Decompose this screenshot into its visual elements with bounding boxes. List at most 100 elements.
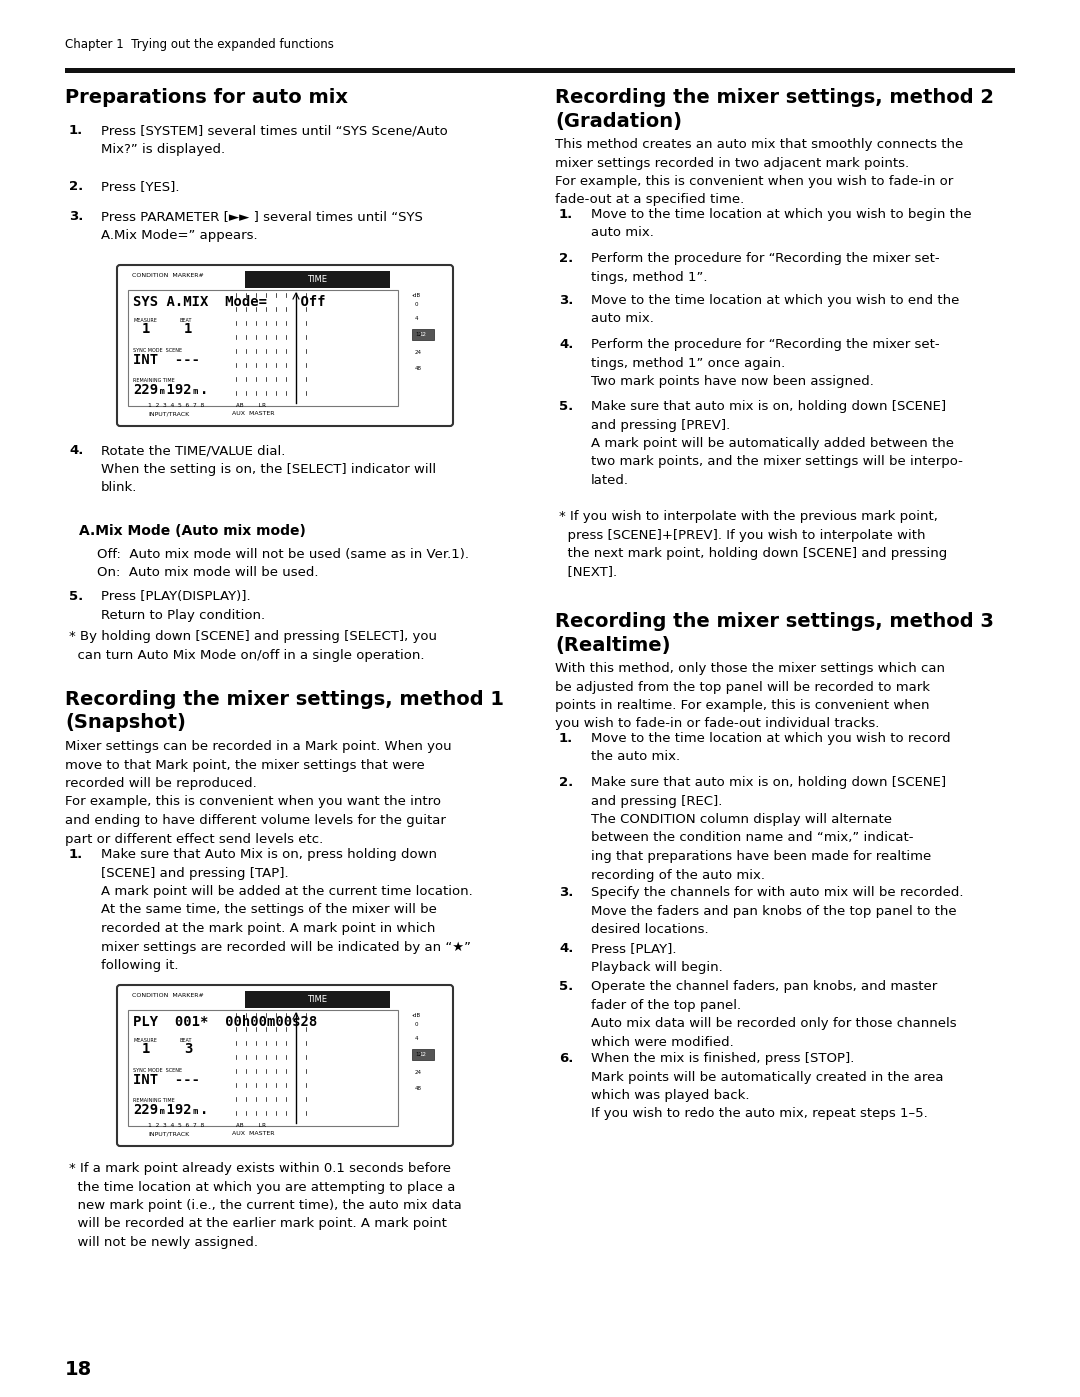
Text: Recording the mixer settings, method 1
(Snapshot): Recording the mixer settings, method 1 (…	[65, 690, 504, 732]
Text: Move to the time location at which you wish to record
the auto mix.: Move to the time location at which you w…	[591, 732, 950, 764]
Text: 1: 1	[141, 1042, 150, 1056]
Text: Rotate the TIME/VALUE dial.
When the setting is on, the [SELECT] indicator will
: Rotate the TIME/VALUE dial. When the set…	[102, 444, 436, 495]
Text: Press [PLAY(DISPLAY)].
Return to Play condition.: Press [PLAY(DISPLAY)]. Return to Play co…	[102, 590, 265, 622]
Text: INPUT/TRACK: INPUT/TRACK	[148, 411, 189, 416]
Text: * If a mark point already exists within 0.1 seconds before
  the time location a: * If a mark point already exists within …	[69, 1162, 462, 1249]
Text: 1.: 1.	[559, 208, 573, 221]
Text: 5.: 5.	[559, 400, 573, 414]
Text: A.Mix Mode (Auto mix mode): A.Mix Mode (Auto mix mode)	[79, 524, 306, 538]
Text: BEAT: BEAT	[180, 1038, 192, 1044]
Text: 24: 24	[415, 1070, 422, 1074]
Text: 48: 48	[415, 366, 422, 372]
Text: MEASURE: MEASURE	[133, 1038, 157, 1044]
Text: 4: 4	[415, 1035, 419, 1041]
Text: REMAINING TIME: REMAINING TIME	[133, 379, 175, 383]
Text: AB    LR: AB LR	[237, 402, 266, 408]
Text: Specify the channels for with auto mix will be recorded.
Move the faders and pan: Specify the channels for with auto mix w…	[591, 886, 963, 936]
Text: Move to the time location at which you wish to end the
auto mix.: Move to the time location at which you w…	[591, 293, 959, 326]
Text: 5.: 5.	[559, 981, 573, 993]
Text: On:  Auto mix mode will be used.: On: Auto mix mode will be used.	[97, 566, 319, 578]
Text: 12: 12	[415, 1052, 422, 1058]
Bar	[129, 1010, 399, 1126]
Text: Make sure that Auto Mix is on, press holding down
[SCENE] and pressing [TAP].
A : Make sure that Auto Mix is on, press hol…	[102, 848, 473, 972]
Text: 2.: 2.	[559, 775, 573, 789]
Text: Operate the channel faders, pan knobs, and master
fader of the top panel.
Auto m: Operate the channel faders, pan knobs, a…	[591, 981, 957, 1049]
Text: INT  ---: INT ---	[133, 353, 200, 367]
Text: 2.: 2.	[69, 180, 83, 193]
Text: 0: 0	[415, 303, 419, 307]
Text: 1.: 1.	[69, 124, 83, 137]
Text: 229ₘ192ₘ.: 229ₘ192ₘ.	[133, 1104, 208, 1118]
Text: AUX  MASTER: AUX MASTER	[232, 1132, 274, 1136]
FancyBboxPatch shape	[117, 265, 453, 426]
Text: 6.: 6.	[559, 1052, 573, 1065]
Text: Recording the mixer settings, method 2
(Gradation): Recording the mixer settings, method 2 (…	[555, 88, 994, 130]
Text: 12: 12	[419, 332, 427, 337]
Bar	[411, 1049, 434, 1060]
Text: Move to the time location at which you wish to begin the
auto mix.: Move to the time location at which you w…	[591, 208, 972, 239]
Text: TIME: TIME	[308, 995, 327, 1004]
Text: SYS A.MIX  Mode=    Off: SYS A.MIX Mode= Off	[133, 295, 326, 309]
Text: REMAINING TIME: REMAINING TIME	[133, 1098, 175, 1104]
Text: SYNC MODE  SCENE: SYNC MODE SCENE	[133, 1067, 183, 1073]
Text: This method creates an auto mix that smoothly connects the
mixer settings record: This method creates an auto mix that smo…	[555, 138, 963, 207]
Text: Press PARAMETER [►► ] several times until “SYS
A.Mix Mode=” appears.: Press PARAMETER [►► ] several times unti…	[102, 210, 423, 242]
Text: 2.: 2.	[559, 251, 573, 265]
Text: -dB: -dB	[411, 293, 421, 298]
Text: 4.: 4.	[559, 338, 573, 351]
Text: 4.: 4.	[69, 444, 83, 457]
Text: Perform the procedure for “Recording the mixer set-
tings, method 1”.: Perform the procedure for “Recording the…	[591, 251, 940, 284]
Text: -dB: -dB	[411, 1013, 421, 1018]
Bar	[411, 330, 434, 339]
Text: 24: 24	[415, 349, 422, 355]
Bar	[65, 68, 1015, 73]
Text: SYNC MODE  SCENE: SYNC MODE SCENE	[133, 348, 183, 353]
Bar	[129, 291, 399, 407]
Text: 3.: 3.	[559, 886, 573, 900]
Text: TIME: TIME	[308, 275, 327, 284]
Text: 3.: 3.	[69, 210, 83, 224]
Text: Recording the mixer settings, method 3
(Realtime): Recording the mixer settings, method 3 (…	[555, 612, 994, 655]
Text: 18: 18	[65, 1361, 92, 1379]
Text: Press [YES].: Press [YES].	[102, 180, 179, 193]
Text: INT  ---: INT ---	[133, 1073, 200, 1087]
Text: 1: 1	[141, 321, 150, 337]
Text: 4: 4	[415, 316, 419, 320]
Text: 12: 12	[415, 332, 422, 338]
Text: With this method, only those the mixer settings which can
be adjusted from the t: With this method, only those the mixer s…	[555, 662, 945, 731]
Text: Make sure that auto mix is on, holding down [SCENE]
and pressing [REC].
The COND: Make sure that auto mix is on, holding d…	[591, 775, 946, 882]
Text: Off:  Auto mix mode will not be used (same as in Ver.1).: Off: Auto mix mode will not be used (sam…	[97, 548, 469, 562]
Text: CONDITION  MARKER#: CONDITION MARKER#	[132, 272, 204, 278]
Text: * By holding down [SCENE] and pressing [SELECT], you
  can turn Auto Mix Mode on: * By holding down [SCENE] and pressing […	[69, 630, 437, 662]
Text: 12: 12	[419, 1052, 427, 1058]
Text: 0: 0	[415, 1023, 419, 1028]
Text: 3: 3	[184, 1042, 192, 1056]
Bar	[245, 271, 390, 288]
Text: Perform the procedure for “Recording the mixer set-
tings, method 1” once again.: Perform the procedure for “Recording the…	[591, 338, 940, 388]
Bar	[245, 990, 390, 1009]
Text: 1: 1	[184, 321, 192, 337]
Text: 48: 48	[415, 1087, 422, 1091]
Text: Chapter 1  Trying out the expanded functions: Chapter 1 Trying out the expanded functi…	[65, 38, 334, 52]
Text: AUX  MASTER: AUX MASTER	[232, 411, 274, 416]
FancyBboxPatch shape	[117, 985, 453, 1146]
Text: 3.: 3.	[559, 293, 573, 307]
Text: CONDITION  MARKER#: CONDITION MARKER#	[132, 993, 204, 997]
Text: 1.: 1.	[559, 732, 573, 745]
Text: Press [SYSTEM] several times until “SYS Scene/Auto
Mix?” is displayed.: Press [SYSTEM] several times until “SYS …	[102, 124, 448, 155]
Text: Press [PLAY].
Playback will begin.: Press [PLAY]. Playback will begin.	[591, 942, 723, 974]
Text: Make sure that auto mix is on, holding down [SCENE]
and pressing [PREV].
A mark : Make sure that auto mix is on, holding d…	[591, 400, 963, 488]
Text: When the mix is finished, press [STOP].
Mark points will be automatically create: When the mix is finished, press [STOP]. …	[591, 1052, 944, 1120]
Text: 1 2 3 4 5 6 7 8: 1 2 3 4 5 6 7 8	[148, 402, 204, 408]
Text: 1 2 3 4 5 6 7 8: 1 2 3 4 5 6 7 8	[148, 1123, 204, 1127]
Text: INPUT/TRACK: INPUT/TRACK	[148, 1132, 189, 1136]
Text: 229ₘ192ₘ.: 229ₘ192ₘ.	[133, 383, 208, 397]
Text: Preparations for auto mix: Preparations for auto mix	[65, 88, 348, 108]
Text: MEASURE: MEASURE	[133, 319, 157, 323]
Text: Mixer settings can be recorded in a Mark point. When you
move to that Mark point: Mixer settings can be recorded in a Mark…	[65, 740, 451, 845]
Text: 1.: 1.	[69, 848, 83, 861]
Text: BEAT: BEAT	[180, 319, 192, 323]
Text: PLY  001*  00h00m00s28: PLY 001* 00h00m00s28	[133, 1016, 318, 1030]
Text: * If you wish to interpolate with the previous mark point,
  press [SCENE]+[PREV: * If you wish to interpolate with the pr…	[559, 510, 947, 578]
Text: 4.: 4.	[559, 942, 573, 956]
